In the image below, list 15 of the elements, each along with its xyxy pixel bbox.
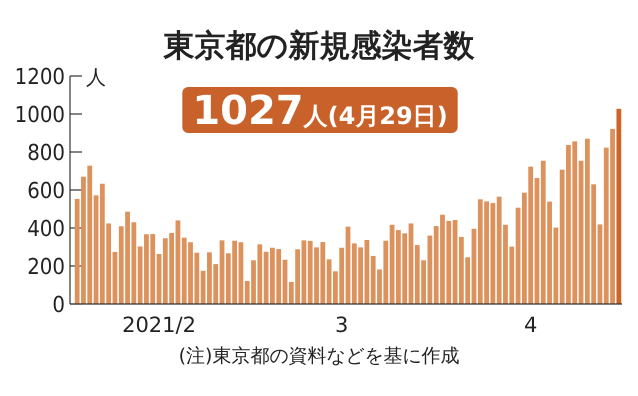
y-tick-label: 0 [52,293,65,318]
x-tick-label: 2021/2 [122,313,196,337]
y-tick-label: 400 [27,217,65,242]
y-tick-label: 1200 [14,65,65,90]
chart-title: 東京都の新規感染者数 [162,28,476,64]
y-axis-title: 人 [86,65,106,89]
y-tick-label: 600 [27,179,65,204]
y-tick-label: 200 [27,255,65,280]
text: (注)東京都の資料などを基に作成 [178,345,460,367]
callout: 1027人(4月29日) [182,87,458,134]
x-tick-label: 4 [524,313,538,337]
x-tick-label: 3 [335,313,348,337]
y-tick-label: 800 [27,141,65,166]
bar [616,108,622,304]
y-tick-label: 1000 [14,103,65,128]
